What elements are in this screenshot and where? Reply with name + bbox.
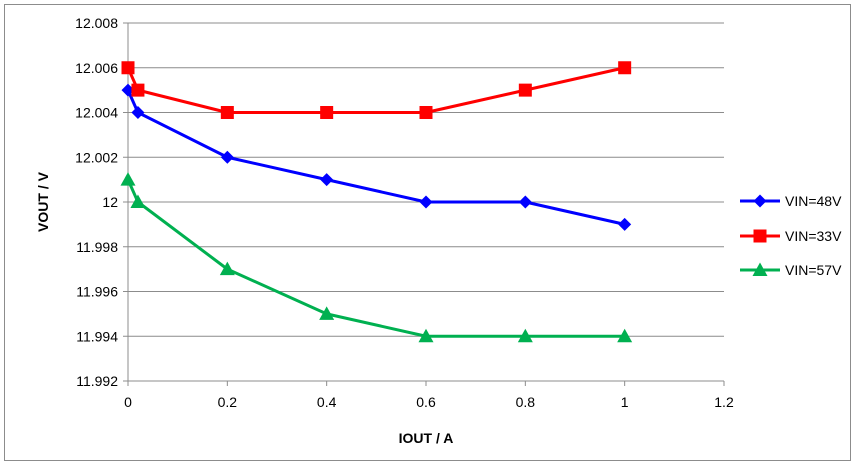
series-vin-48v — [121, 83, 632, 231]
x-tick-0.8: 0.8 — [516, 394, 536, 410]
legend-item-vin-57v: VIN=57V — [740, 262, 842, 278]
point-vin-57v-0 — [120, 172, 136, 186]
y-tick-11.992: 11.992 — [76, 373, 118, 389]
point-vin-57v-6 — [617, 328, 633, 343]
series-group — [120, 61, 633, 343]
legend-item-vin-48v: VIN=48V — [740, 193, 842, 209]
series-vin-33v — [121, 61, 632, 119]
legend-label-vin-33v: VIN=33V — [785, 228, 842, 244]
point-vin-33v-6 — [618, 61, 632, 75]
y-tick-12.002: 12.002 — [75, 149, 118, 165]
x-tick-0: 0 — [124, 394, 132, 410]
y-tick-labels: 11.992 11.994 11.996 11.998 12 12.002 12.004 12… — [75, 15, 118, 389]
point-vin-57v-4 — [418, 328, 434, 343]
point-vin-33v-1 — [131, 83, 145, 97]
x-tick-0.4: 0.4 — [317, 394, 337, 410]
x-tick-0.2: 0.2 — [218, 394, 238, 410]
y-tick-11.998: 11.998 — [76, 239, 118, 255]
point-vin-33v-0 — [121, 61, 135, 75]
x-axis-title: IOUT / A — [399, 430, 454, 446]
y-axis-title: VOUT / V — [35, 171, 51, 232]
point-vin-48v-1 — [131, 106, 145, 119]
legend: VIN=48V VIN=33V VIN=57V — [740, 193, 842, 278]
point-vin-48v-2 — [220, 150, 234, 164]
series-vin-57v — [120, 172, 633, 343]
point-vin-48v-4 — [419, 195, 433, 209]
y-tick-11.996: 11.996 — [76, 284, 118, 300]
point-vin-33v-5 — [518, 83, 532, 97]
legend-item-vin-33v: VIN=33V — [740, 228, 842, 244]
y-tick-12.008: 12.008 — [75, 15, 118, 31]
chart-frame — [4, 4, 851, 461]
point-vin-57v-3 — [319, 306, 335, 320]
point-vin-57v-1 — [130, 194, 146, 208]
point-vin-33v-4 — [419, 106, 433, 119]
gridlines — [128, 22, 724, 337]
y-tick-11.994: 11.994 — [76, 328, 118, 344]
x-tick-labels: 0 0.2 0.4 0.6 0.8 1 1.2 — [124, 394, 734, 410]
x-tick-1.2: 1.2 — [714, 394, 734, 410]
axes — [123, 22, 725, 386]
line-vin-57v — [126, 179, 625, 338]
x-tick-0.6: 0.6 — [416, 394, 436, 410]
y-tick-12.004: 12.004 — [75, 105, 118, 121]
point-vin-48v-6 — [618, 217, 632, 231]
point-vin-48v-3 — [320, 173, 334, 187]
legend-label-vin-48v: VIN=48V — [785, 193, 842, 209]
point-vin-57v-2 — [219, 261, 235, 276]
legend-label-vin-57v: VIN=57V — [785, 262, 842, 278]
point-vin-48v-5 — [518, 195, 532, 209]
legend-marker-vin-33v — [753, 229, 767, 243]
y-tick-12.006: 12.006 — [75, 60, 118, 76]
y-tick-12: 12 — [102, 194, 118, 210]
point-vin-33v-2 — [220, 106, 234, 119]
line-vin-33v — [126, 66, 625, 114]
legend-marker-vin-57v — [752, 262, 768, 276]
x-tick-1: 1 — [621, 394, 629, 410]
point-vin-48v-0 — [121, 83, 135, 97]
legend-marker-vin-48v — [753, 194, 767, 208]
point-vin-33v-3 — [320, 106, 334, 119]
point-vin-57v-5 — [517, 328, 533, 343]
